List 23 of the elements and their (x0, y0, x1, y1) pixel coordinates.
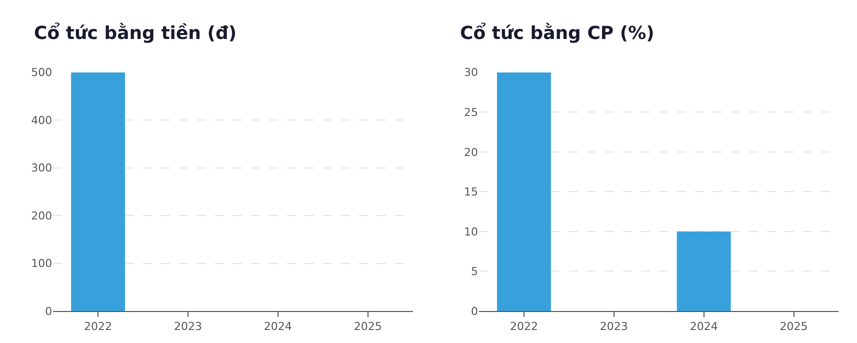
y-tick-label: 300 (31, 162, 52, 175)
y-tick-label: 15 (464, 186, 478, 199)
x-tick-label: 2024 (264, 320, 292, 334)
y-tick-label: 200 (31, 209, 52, 222)
y-tick-label: 5 (470, 265, 478, 278)
x-tick-label: 2025 (354, 320, 382, 334)
x-tick-label: 2023 (600, 320, 628, 334)
y-tick-label: 10 (464, 225, 478, 238)
y-tick-label: 25 (464, 106, 478, 119)
chart-title: Cổ tức bằng CP (%) (460, 22, 654, 44)
y-tick-label: 0 (45, 304, 52, 318)
x-tick-label: 2022 (84, 320, 112, 334)
y-tick-label: 100 (31, 257, 52, 270)
x-tick-label: 2024 (690, 320, 718, 334)
y-tick-label: 20 (464, 146, 478, 159)
y-tick-label: 400 (31, 114, 52, 127)
y-tick-label: 500 (31, 66, 52, 80)
y-tick-label: 30 (464, 66, 478, 80)
chart-title: Cổ tức bằng tiền (đ) (34, 22, 237, 44)
x-tick-label: 2022 (510, 320, 538, 334)
x-tick-label: 2023 (174, 320, 202, 334)
x-tick-label: 2025 (780, 320, 808, 334)
y-tick-label: 0 (470, 304, 478, 318)
